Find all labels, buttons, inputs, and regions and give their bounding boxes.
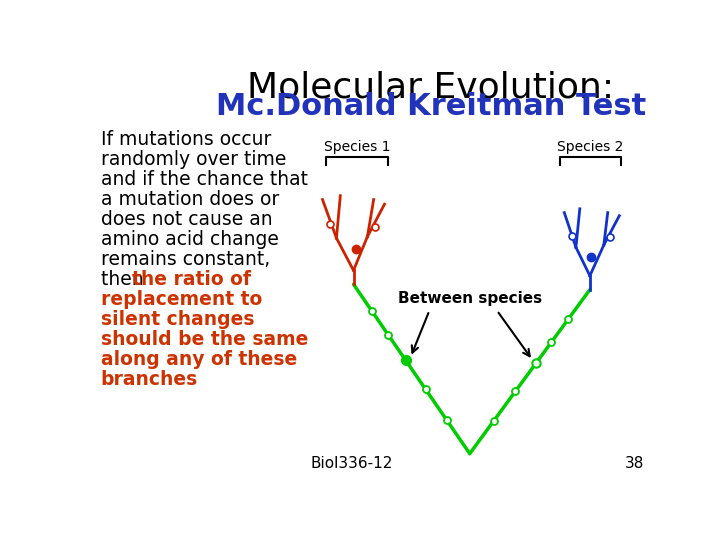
Text: Species 2: Species 2 [557,140,624,154]
Text: Between species: Between species [397,291,542,306]
Text: randomly over time: randomly over time [101,150,287,169]
Text: Biol336-12: Biol336-12 [311,456,393,471]
Text: silent changes: silent changes [101,310,254,329]
Text: Species 1: Species 1 [324,140,391,154]
Text: branches: branches [101,370,198,389]
Text: Molecular Evolution:: Molecular Evolution: [248,70,615,104]
Text: then: then [101,271,150,289]
Text: remains constant,: remains constant, [101,251,270,269]
Text: Mc.Donald Kreitman Test: Mc.Donald Kreitman Test [216,92,646,121]
Text: and if the chance that: and if the chance that [101,170,308,190]
Text: the ratio of: the ratio of [132,271,251,289]
Text: 38: 38 [625,456,644,471]
Text: If mutations occur: If mutations occur [101,130,271,149]
Text: replacement to: replacement to [101,291,262,309]
Text: along any of these: along any of these [101,350,297,369]
Text: a mutation does or: a mutation does or [101,190,279,210]
Text: should be the same: should be the same [101,330,308,349]
Text: does not cause an: does not cause an [101,211,272,229]
Text: amino acid change: amino acid change [101,231,279,249]
